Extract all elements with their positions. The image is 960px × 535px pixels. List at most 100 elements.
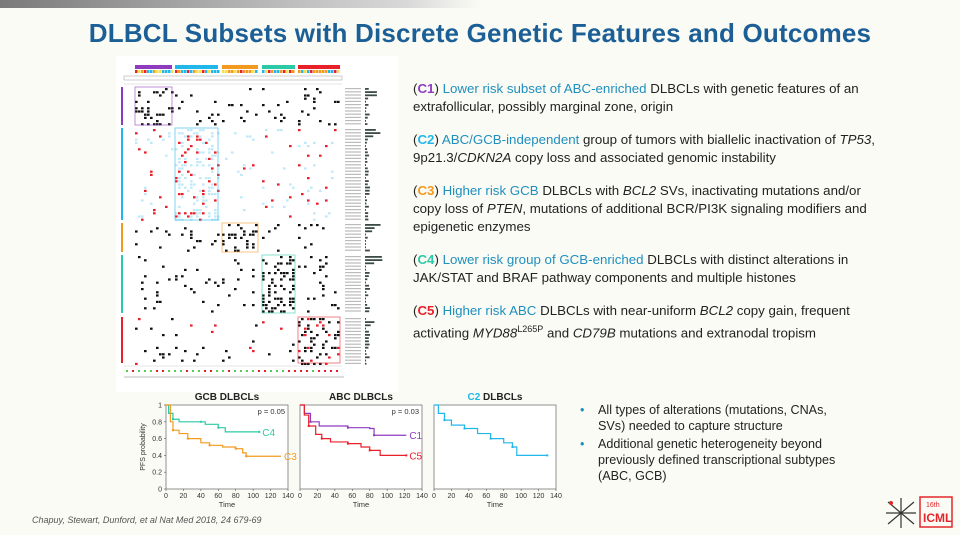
heatmap-cell [190, 230, 193, 233]
heatmap-cell [262, 236, 265, 239]
description-c2: (C2) ABC/GCB-independent group of tumors… [413, 132, 875, 165]
heatmap-cell [307, 94, 310, 97]
heatmap-cell [310, 186, 313, 189]
significance-bar [365, 161, 368, 163]
significance-bar [365, 350, 366, 352]
gene-label [345, 362, 361, 364]
heatmap-cell [325, 145, 328, 148]
heatmap-cell [262, 310, 265, 313]
header-annotation-cell [316, 70, 319, 73]
heatmap-cell [234, 246, 237, 249]
footer-cell [318, 370, 320, 372]
significance-bar [365, 256, 382, 258]
heatmap-cell [196, 240, 199, 243]
footer-cell [288, 370, 290, 372]
heatmap-cell [159, 353, 162, 356]
heatmap-cell [252, 246, 255, 249]
heatmap-cell [190, 233, 193, 236]
footer-cell [228, 370, 230, 372]
gene: PTEN [486, 201, 523, 216]
significance-bar [365, 362, 367, 365]
heatmap-cell [268, 230, 271, 233]
row-group-bar-C2 [121, 128, 123, 220]
gene-label [345, 129, 361, 131]
heatmap-cell [231, 151, 234, 154]
header-annotation-cell [283, 70, 286, 73]
significance-bar [365, 265, 366, 268]
heatmap-cell [214, 154, 217, 157]
heatmap-cell [262, 259, 265, 262]
x-tick-label: 100 [515, 493, 527, 500]
heatmap-cell [168, 233, 171, 236]
heatmap-cell [187, 138, 190, 141]
heatmap-cell [325, 256, 328, 259]
heatmap-cell [310, 224, 313, 227]
heatmap-cell [274, 265, 277, 268]
heatmap-cell [325, 199, 328, 202]
heatmap-cell [178, 157, 181, 160]
heatmap-cell [181, 145, 184, 148]
heatmap-cell [337, 330, 340, 333]
significance-bar [365, 262, 375, 265]
header-annotation-cell [255, 70, 258, 73]
gene: MYD88 [472, 325, 518, 341]
significance-bar [365, 288, 370, 290]
heatmap-cell [322, 324, 325, 327]
header-annotation-cell [252, 70, 255, 73]
header-annotation-cell [304, 70, 307, 73]
heatmap-cell [168, 353, 171, 356]
heatmap-cell [304, 94, 307, 97]
description-c3: (C3) Higher risk GCB DLBCLs with BCL2 SV… [413, 183, 867, 234]
heatmap-cell [190, 215, 193, 218]
heatmap-cell [196, 161, 199, 164]
heatmap-cell [265, 262, 268, 265]
gene-label [345, 167, 361, 169]
heatmap-cell [301, 362, 304, 365]
header-annotation-cell [178, 70, 181, 73]
x-tick-label: 20 [448, 493, 456, 500]
heatmap-cell [228, 233, 231, 236]
heatmap-cell [178, 161, 181, 164]
gene: BCL2 [622, 183, 657, 198]
header-annotation-cell [222, 70, 225, 73]
heatmap-cell [156, 281, 159, 284]
heatmap-cell [292, 278, 295, 281]
plot-title: GCB DLBCLs [195, 392, 260, 403]
heatmap-cell [337, 307, 340, 310]
heatmap-cell [193, 202, 196, 205]
heatmap-cell [243, 164, 246, 167]
highlight-c5: Higher risk ABC [442, 303, 537, 318]
heatmap-cell [292, 268, 295, 271]
significance-bar [365, 321, 375, 323]
heatmap-cell [168, 132, 171, 135]
bullet-item: • All types of alterations (mutations, CN… [578, 402, 838, 434]
x-tick-label: 100 [247, 493, 259, 500]
header-annotation-cell [231, 70, 234, 73]
significance-bar [365, 227, 375, 229]
header-annotation-cell [301, 70, 304, 73]
heatmap-cell [153, 123, 156, 126]
heatmap-cell [252, 243, 255, 246]
heatmap-cell [217, 113, 220, 116]
gene: TP53 [839, 132, 872, 147]
heatmap-cell [310, 318, 313, 321]
heatmap-cell [319, 259, 322, 262]
heatmap-cell [144, 116, 147, 119]
heatmap-cell [255, 113, 258, 116]
footer-cell [252, 370, 254, 372]
heatmap-cell [141, 218, 144, 221]
significance-bar [365, 91, 377, 93]
heatmap-cell [208, 180, 211, 183]
y-tick-label: 0.8 [152, 419, 162, 426]
heatmap-cell [307, 297, 310, 300]
significance-bar [365, 297, 366, 300]
significance-bar [365, 104, 369, 106]
heatmap-cell [271, 310, 274, 313]
heatmap-cell [274, 291, 277, 294]
heatmap-cell [205, 157, 208, 160]
heatmap-cell [268, 288, 271, 291]
km-panel-1: GCB DLBCLs p = 0.05 0 20 40 60 80 100 120 140 Time… [140, 392, 297, 509]
heatmap-cell [319, 362, 322, 365]
heatmap-cell [138, 94, 141, 97]
footer-cell [264, 370, 266, 372]
